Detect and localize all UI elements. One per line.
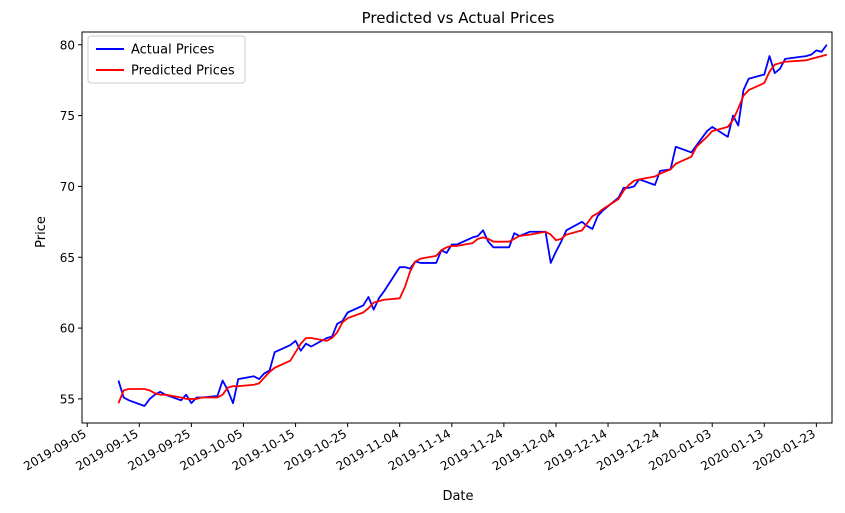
legend-label-predicted: Predicted Prices xyxy=(131,64,235,79)
y-tick-label: 75 xyxy=(60,109,75,123)
y-tick-label: 80 xyxy=(60,38,75,52)
plot-area xyxy=(117,44,828,407)
actual-prices-line xyxy=(117,44,828,407)
predicted-prices-line xyxy=(117,53,828,404)
chart-title: Predicted vs Actual Prices xyxy=(362,9,555,27)
y-axis-label: Price xyxy=(34,216,49,248)
y-axis: 55 60 65 70 75 80 xyxy=(60,38,82,406)
legend-box xyxy=(87,35,246,84)
y-tick-label: 60 xyxy=(60,322,75,336)
plot-frame xyxy=(81,31,833,424)
legend: Actual Prices Predicted Prices xyxy=(87,35,246,84)
y-tick-label: 70 xyxy=(60,180,75,194)
x-axis: 2019-09-052019-09-152019-09-252019-10-05… xyxy=(21,423,818,473)
legend-label-actual: Actual Prices xyxy=(131,43,215,58)
y-tick-label: 55 xyxy=(60,392,75,406)
x-axis-label: Date xyxy=(442,489,473,504)
y-tick-label: 65 xyxy=(60,251,75,265)
